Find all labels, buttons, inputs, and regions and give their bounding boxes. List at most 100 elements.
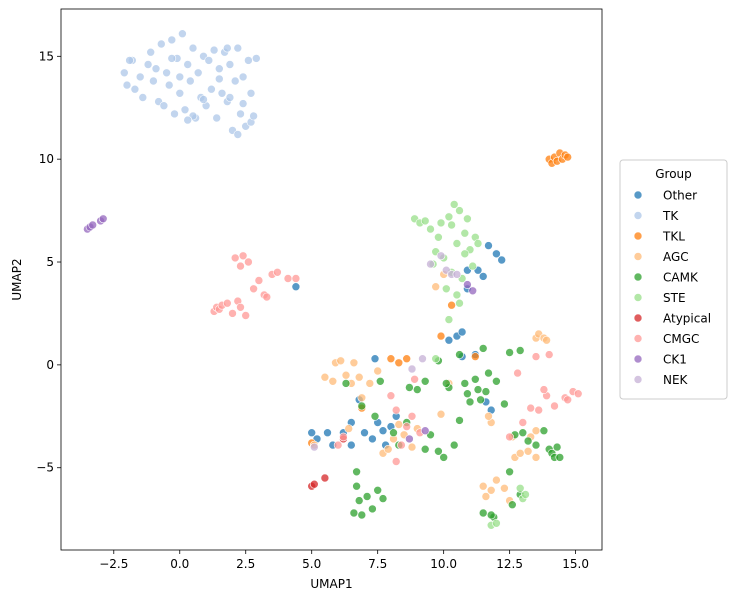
y-tick-label: 5 (46, 255, 54, 269)
point-tkl-11 (436, 331, 446, 341)
point-tk-20 (183, 60, 192, 69)
point-tk-48 (215, 74, 224, 84)
point-tk-58 (223, 43, 232, 53)
legend-items: Other TK TKL AGC CAMK STE Atypical CMGC CK1 NEK (633, 189, 711, 387)
point-atypical-1 (309, 479, 319, 489)
point-ck1-6 (420, 426, 430, 436)
point-ste-3 (426, 224, 435, 234)
point-camk-8 (378, 494, 388, 503)
point-camk-45 (555, 453, 565, 462)
point-tk-54 (225, 93, 235, 102)
point-camk-40 (539, 426, 549, 436)
point-cmgc-18 (273, 267, 282, 277)
legend-marker-nek (633, 375, 643, 384)
point-tk-1 (122, 80, 132, 90)
point-camk-9 (349, 508, 359, 518)
point-agc-7 (354, 372, 364, 382)
point-ste-11 (452, 239, 462, 248)
point-tk-24 (193, 68, 203, 78)
point-cmgc-8 (236, 302, 245, 312)
x-tick-label: 15.0 (562, 557, 589, 571)
point-ste-12 (455, 206, 464, 215)
point-nek-0 (436, 251, 446, 261)
legend: Group Other TK TKL AGC CAMK STE Atypical CMGC CK… (619, 159, 728, 400)
point-ck1-4 (98, 214, 108, 224)
point-cmgc-44 (505, 432, 514, 442)
legend-marker-other (633, 190, 643, 200)
point-nek-4 (426, 259, 435, 269)
point-tk-53 (159, 101, 169, 110)
point-tk-33 (217, 89, 227, 98)
point-camk-33 (500, 399, 509, 409)
point-tk-3 (130, 84, 140, 94)
point-camk-14 (405, 383, 414, 392)
legend-marker-agc (633, 252, 643, 261)
point-camk-47 (478, 508, 488, 518)
point-tk-50 (125, 56, 134, 65)
point-tk-5 (138, 93, 148, 102)
point-agc-6 (349, 358, 359, 368)
point-other-5 (346, 440, 356, 450)
point-tk-8 (149, 76, 158, 86)
point-cmgc-40 (531, 352, 541, 361)
point-nek-6 (309, 442, 319, 452)
legend-marker-cmgc (633, 334, 643, 343)
point-tk-12 (162, 68, 171, 78)
x-tick-label: 0.0 (170, 557, 189, 571)
point-other-17 (444, 335, 454, 345)
point-cmgc-19 (283, 274, 293, 283)
point-other-16 (291, 282, 301, 292)
point-agc-40 (357, 393, 367, 403)
legend-label-nek: NEK (663, 373, 689, 387)
legend-marker-tkl (633, 231, 643, 241)
point-camk-56 (486, 510, 496, 520)
point-cmgc-22 (391, 405, 401, 415)
point-camk-2 (352, 481, 361, 491)
point-nek-7 (418, 354, 427, 364)
legend-label-atypical: Atypical (663, 312, 711, 326)
point-agc-32 (492, 475, 501, 485)
point-agc-1 (328, 376, 338, 386)
point-camk-3 (354, 496, 364, 505)
point-tk-49 (175, 72, 185, 82)
point-agc-11 (383, 444, 393, 454)
point-cmgc-16 (262, 292, 272, 302)
y-tick-label: 10 (39, 152, 54, 166)
point-cmgc-13 (249, 284, 258, 294)
x-tick-label: 7.5 (368, 557, 387, 571)
point-camk-11 (375, 376, 385, 386)
point-tk-22 (188, 43, 198, 53)
point-other-24 (492, 249, 501, 259)
legend-label-cmgc: CMGC (663, 332, 699, 346)
point-tkl-8 (386, 354, 396, 364)
x-axis-label: UMAP1 (310, 577, 352, 591)
point-cmgc-6 (230, 253, 240, 263)
point-cmgc-42 (513, 368, 522, 378)
point-camk-29 (478, 344, 488, 353)
point-ste-2 (420, 216, 430, 226)
x-tick-label: 10.0 (430, 557, 457, 571)
point-camk-28 (476, 395, 485, 405)
point-agc-22 (531, 453, 541, 462)
point-tkl-7 (563, 152, 573, 162)
point-agc-41 (431, 282, 441, 292)
point-cmgc-12 (244, 257, 253, 267)
point-ste-32 (455, 298, 464, 308)
point-ste-17 (468, 261, 478, 271)
point-tk-15 (170, 109, 179, 119)
point-tk-28 (204, 56, 214, 65)
point-agc-9 (373, 366, 383, 376)
point-camk-44 (552, 442, 562, 452)
scatter-points (83, 29, 583, 530)
point-agc-17 (436, 409, 446, 419)
point-tk-43 (244, 56, 253, 65)
point-cmgc-32 (526, 403, 536, 413)
point-ste-10 (449, 200, 459, 209)
point-tkl-13 (470, 352, 480, 361)
point-other-25 (497, 255, 507, 265)
point-tk-30 (209, 45, 219, 55)
point-camk-21 (449, 440, 459, 450)
point-tk-11 (157, 39, 166, 49)
point-cmgc-38 (573, 389, 583, 399)
point-tk-7 (146, 47, 155, 57)
